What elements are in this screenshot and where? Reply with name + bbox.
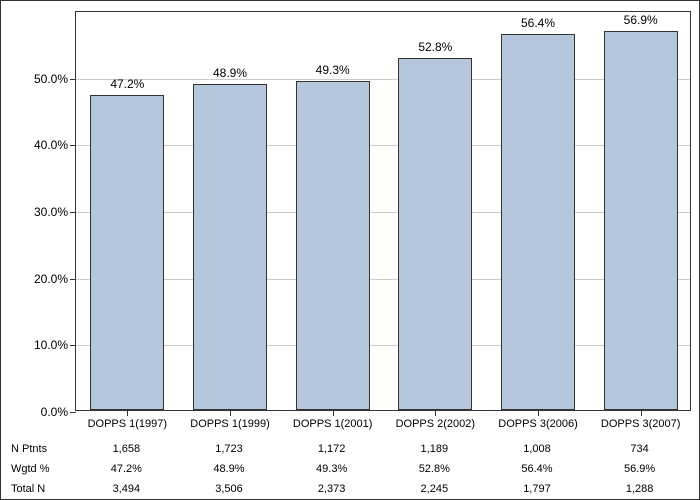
table-cell: 2,373: [280, 483, 383, 495]
table-row: N Ptnts1,6581,7231,1721,1891,008734: [1, 439, 700, 459]
bar: [296, 81, 370, 410]
table-row: Total N3,4943,5062,3732,2451,7971,288: [1, 479, 700, 499]
gridline: [76, 279, 690, 280]
table-row: Wgtd %47.2%48.9%49.3%52.8%56.4%56.9%: [1, 459, 700, 479]
ytick-mark: [70, 212, 76, 213]
bar: [193, 84, 267, 410]
ytick-mark: [70, 412, 76, 413]
bar: [604, 31, 678, 410]
ytick-label: 50.0%: [34, 72, 68, 86]
ytick-mark: [70, 345, 76, 346]
table-cell: 56.9%: [588, 463, 691, 475]
table-cell: 1,658: [75, 443, 178, 455]
bar: [398, 58, 472, 410]
bar-value-label: 49.3%: [316, 63, 350, 77]
gridline: [76, 145, 690, 146]
table-cell: 3,506: [178, 483, 281, 495]
bar-value-label: 48.9%: [213, 66, 247, 80]
table-cell: 47.2%: [75, 463, 178, 475]
table-row-header: N Ptnts: [1, 443, 75, 455]
table-cell: 49.3%: [280, 463, 383, 475]
table-cell: 52.8%: [383, 463, 486, 475]
plot-area: 0.0%10.0%20.0%30.0%40.0%50.0%47.2%DOPPS …: [75, 11, 691, 411]
table-cell: 56.4%: [486, 463, 589, 475]
xtick-mark: [538, 410, 539, 416]
table-cell: 1,797: [486, 483, 589, 495]
xtick-mark: [127, 410, 128, 416]
xtick-mark: [333, 410, 334, 416]
ytick-label: 30.0%: [34, 205, 68, 219]
bar: [90, 95, 164, 410]
category-label: DOPPS 2(2002): [396, 418, 475, 430]
ytick-mark: [70, 79, 76, 80]
table-cell: 1,172: [280, 443, 383, 455]
table-cell: 1,189: [383, 443, 486, 455]
table-cell: 734: [588, 443, 691, 455]
bar-value-label: 47.2%: [110, 77, 144, 91]
table-cell: 2,245: [383, 483, 486, 495]
gridline: [76, 345, 690, 346]
ytick-label: 40.0%: [34, 138, 68, 152]
category-label: DOPPS 1(1997): [88, 418, 167, 430]
ytick-mark: [70, 145, 76, 146]
ytick-label: 10.0%: [34, 338, 68, 352]
xtick-mark: [435, 410, 436, 416]
table-cell: 3,494: [75, 483, 178, 495]
ytick-label: 20.0%: [34, 272, 68, 286]
category-label: DOPPS 1(1999): [190, 418, 269, 430]
bar-value-label: 56.4%: [521, 16, 555, 30]
bar-value-label: 56.9%: [624, 13, 658, 27]
table-row-header: Wgtd %: [1, 463, 75, 475]
bar: [501, 34, 575, 410]
xtick-mark: [230, 410, 231, 416]
table-row-header: Total N: [1, 483, 75, 495]
chart-container: 0.0% 10.0% 20.0% 30.0% 40.0% 50.0% 47.2% DOPPS …: [0, 0, 700, 500]
table-cell: 1,723: [178, 443, 281, 455]
category-label: DOPPS 1(2001): [293, 418, 372, 430]
table-cell: 1,288: [588, 483, 691, 495]
category-label: DOPPS 3(2007): [601, 418, 680, 430]
xtick-mark: [641, 410, 642, 416]
summary-table: N Ptnts1,6581,7231,1721,1891,008734Wgtd …: [1, 439, 700, 499]
gridline: [76, 212, 690, 213]
ytick-mark: [70, 279, 76, 280]
bar-value-label: 52.8%: [418, 40, 452, 54]
table-cell: 1,008: [486, 443, 589, 455]
table-cell: 48.9%: [178, 463, 281, 475]
ytick-label: 0.0%: [41, 405, 68, 419]
category-label: DOPPS 3(2006): [498, 418, 577, 430]
gridline: [76, 79, 690, 80]
